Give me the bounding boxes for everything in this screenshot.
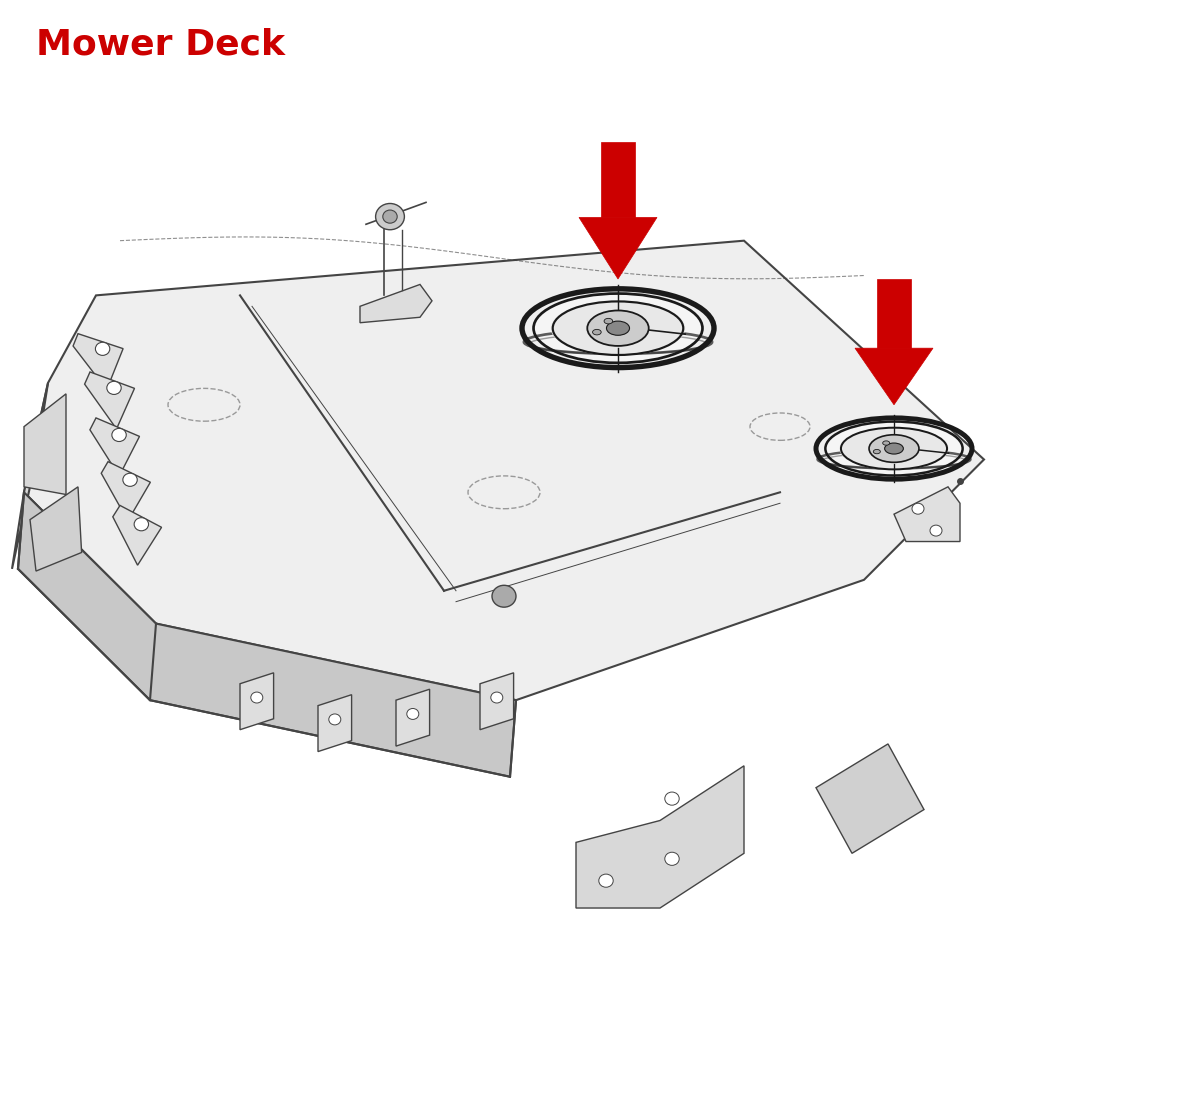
Polygon shape — [90, 418, 139, 476]
Polygon shape — [24, 241, 984, 700]
Polygon shape — [894, 487, 960, 542]
Circle shape — [96, 342, 110, 356]
Polygon shape — [101, 462, 150, 521]
Circle shape — [107, 382, 121, 395]
Ellipse shape — [532, 293, 704, 363]
Circle shape — [930, 525, 942, 536]
Ellipse shape — [593, 329, 601, 335]
Ellipse shape — [884, 443, 904, 454]
Polygon shape — [12, 383, 48, 569]
Polygon shape — [24, 394, 66, 494]
Ellipse shape — [551, 301, 685, 356]
Polygon shape — [580, 218, 658, 279]
Circle shape — [251, 693, 263, 703]
Polygon shape — [318, 695, 352, 752]
Polygon shape — [877, 279, 911, 348]
Circle shape — [329, 714, 341, 725]
Polygon shape — [85, 372, 134, 429]
Circle shape — [665, 792, 679, 805]
Ellipse shape — [604, 318, 613, 324]
Polygon shape — [396, 689, 430, 746]
Polygon shape — [30, 487, 82, 571]
Ellipse shape — [869, 434, 919, 463]
Polygon shape — [480, 673, 514, 730]
Circle shape — [383, 210, 397, 223]
Circle shape — [491, 693, 503, 703]
Circle shape — [122, 474, 137, 487]
Ellipse shape — [606, 322, 630, 335]
Polygon shape — [240, 673, 274, 730]
Ellipse shape — [587, 311, 649, 346]
Circle shape — [134, 517, 149, 531]
Polygon shape — [360, 284, 432, 323]
Circle shape — [599, 874, 613, 887]
Polygon shape — [854, 348, 934, 405]
Polygon shape — [73, 334, 124, 389]
Circle shape — [112, 429, 126, 442]
Text: Mower Deck: Mower Deck — [36, 27, 286, 61]
Circle shape — [912, 503, 924, 514]
Polygon shape — [601, 142, 635, 218]
Ellipse shape — [874, 450, 881, 454]
Ellipse shape — [823, 421, 965, 476]
Circle shape — [376, 203, 404, 230]
Circle shape — [665, 852, 679, 865]
Circle shape — [407, 709, 419, 720]
Ellipse shape — [840, 427, 949, 470]
Polygon shape — [18, 492, 516, 777]
Polygon shape — [113, 505, 162, 566]
Polygon shape — [816, 744, 924, 853]
Circle shape — [492, 585, 516, 607]
Polygon shape — [576, 766, 744, 908]
Ellipse shape — [883, 441, 889, 445]
